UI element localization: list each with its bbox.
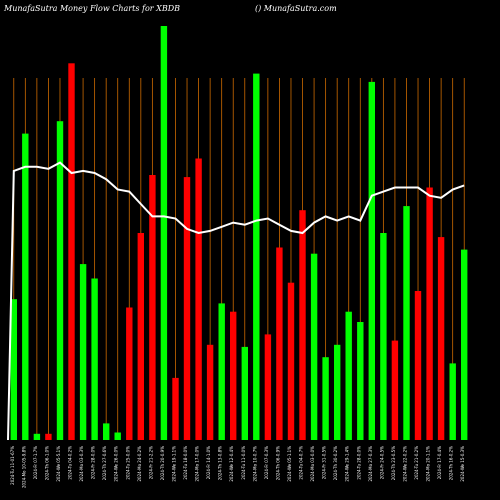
- x-tick-label: 2024-Th 06-1.0%: [44, 446, 49, 480]
- bar: [160, 26, 168, 440]
- x-tick-label: 2024-Tu 21-0.2%: [414, 446, 419, 480]
- x-tick-label: 2024-Mo 10-0.7%: [252, 446, 257, 482]
- x-tick-label: 2024-Mo 03-0.3%: [79, 446, 84, 482]
- bar: [253, 73, 260, 440]
- x-tick-label: 2024-Th 30-0.2%: [333, 446, 338, 480]
- bar: [449, 363, 456, 440]
- x-tick-label: 2024-Th 20-0.9%: [160, 446, 165, 480]
- x-tick-label: 2024-Mo 10-05-9.8%: [21, 446, 26, 488]
- x-tick-label: 2024-We 26-0.0%: [114, 446, 119, 482]
- x-tick-label: 2024-We 29-1.4%: [345, 446, 350, 482]
- bar: [437, 237, 445, 440]
- bar: [310, 253, 318, 440]
- x-tick-label: 2024-Fr 31-0.5%: [322, 446, 327, 479]
- x-tick-label: 2024-Mo 24-0.2%: [137, 446, 142, 482]
- x-tick-label: 2024-Mo 03-0.0%: [310, 446, 315, 482]
- x-tick-label: 2024-Th 13-0.8%: [218, 446, 223, 480]
- x-tick-label: 2024-Fr 14-1.0%: [206, 446, 211, 479]
- bar: [114, 432, 121, 440]
- bar: [322, 357, 329, 440]
- bar: [345, 311, 352, 440]
- bar: [206, 344, 214, 440]
- site-credit: () MunafaSutra.com: [255, 4, 337, 13]
- bar: [56, 121, 64, 440]
- x-tick-label: 2024-We 22-0.2%: [403, 446, 408, 482]
- bar: [264, 334, 272, 440]
- x-tick-label: 2024-Tu 11-0.0%: [241, 446, 246, 480]
- bar: [68, 63, 75, 441]
- bar: [22, 133, 29, 440]
- bar: [33, 433, 41, 440]
- money-flow-line: [7, 161, 465, 441]
- x-tick-label: 2024-Fr 07-0.3%: [264, 446, 269, 479]
- x-tick-label: 2024-Fr 21-2.2%: [148, 446, 153, 479]
- x-tick-label: 2024-Tu 25-0.0%: [125, 446, 130, 480]
- bar: [137, 233, 144, 440]
- x-tick-label: 2024-Fr 07-1.7%: [33, 446, 38, 479]
- x-tick-label: 2024-We 05-5.1%: [56, 446, 61, 482]
- x-tick-label: 2024-Tu 28-0.0%: [356, 446, 361, 480]
- x-tick-label: 2024-We 19-1.1%: [172, 446, 177, 482]
- x-tick-label: 2024-We 05-1.1%: [287, 446, 292, 482]
- bar: [357, 322, 364, 440]
- x-tick-label: 2024-Tu 04-0.7%: [299, 446, 304, 480]
- x-tick-label: 2024-Mo 20-1.1%: [426, 446, 431, 482]
- x-tick-label: 2024-Fr 17-0.4%: [437, 446, 442, 479]
- bar: [172, 377, 179, 440]
- bar: [149, 175, 156, 440]
- x-tick-label: 2024-Fr 24-0.5%: [379, 446, 384, 479]
- bar: [126, 307, 133, 440]
- bar: [45, 433, 52, 440]
- x-tick-label: 2024-We 15-0.3%: [460, 446, 465, 482]
- bar: [218, 303, 225, 440]
- x-tick-label: 2024-Mo 17-0.0%: [195, 446, 200, 482]
- bar: [241, 346, 248, 440]
- x-tick-label: 2024-Th 23-0.5%: [391, 446, 396, 480]
- bar: [287, 282, 295, 440]
- bar: [380, 233, 387, 440]
- x-tick-label: 2024-Tu 04-0.2%: [68, 446, 73, 480]
- x-tick-label: 2024-Tu 11-01-67%: [10, 446, 15, 485]
- bar: [103, 423, 110, 440]
- bar: [79, 264, 87, 440]
- x-axis-labels: 2024-Tu 11-01-67% 2024-Mo 10-05-9.8% 2024-…: [10, 446, 465, 488]
- bar: [299, 210, 306, 440]
- bar: [403, 206, 410, 440]
- bar: [334, 344, 341, 440]
- x-tick-label: 2024-Th 16-0.2%: [449, 446, 454, 480]
- chart-title: MunafaSutra Money Flow Charts for XBDB: [3, 4, 180, 13]
- bar: [183, 177, 191, 440]
- x-tick-label: 2024-Th 06-0.9%: [275, 446, 280, 480]
- bar: [368, 81, 375, 441]
- x-tick-label: 2024-We 12-0.4%: [229, 446, 234, 482]
- bar: [391, 340, 399, 440]
- bar-series: [10, 26, 468, 441]
- bar: [461, 249, 468, 440]
- x-tick-label: 2024-Mo 27-0.3%: [368, 446, 373, 482]
- bar: [276, 247, 283, 440]
- bar: [426, 187, 433, 440]
- bar: [91, 278, 98, 440]
- x-tick-label: 2024-Th 27-0.6%: [102, 446, 107, 480]
- x-tick-label: 2024-Tu 18-0.0%: [183, 446, 188, 480]
- x-tick-label: 2024-Fr 28-0.0%: [91, 446, 96, 479]
- bar: [414, 291, 422, 440]
- bar: [230, 311, 237, 440]
- bar: [10, 299, 17, 440]
- bar: [195, 158, 202, 440]
